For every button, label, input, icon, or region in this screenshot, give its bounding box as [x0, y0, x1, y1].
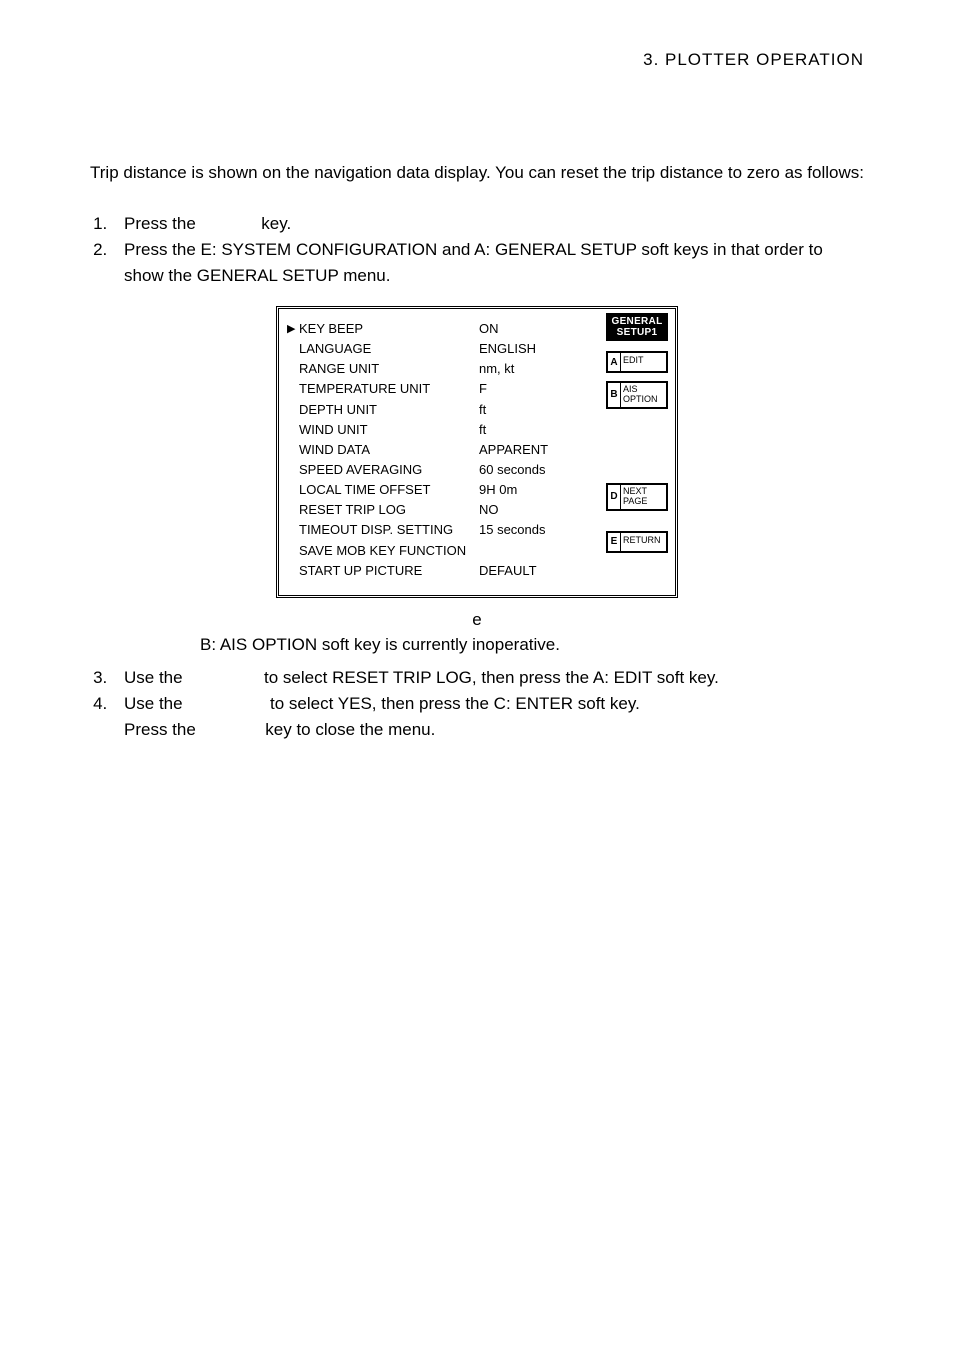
menu-row-label: TEMPERATURE UNIT	[299, 379, 479, 399]
menu-row-value: APPARENT	[479, 440, 548, 460]
steps-list-top: Press the key. Press the E: SYSTEM CONFI…	[90, 211, 864, 289]
menu-row-value: NO	[479, 500, 499, 520]
softkey-a[interactable]: A EDIT	[606, 351, 668, 373]
menu-row-label: SPEED AVERAGING	[299, 460, 479, 480]
menu-row-label: RESET TRIP LOG	[299, 500, 479, 520]
menu-row-label: RANGE UNIT	[299, 359, 479, 379]
step-4: Use the to select YES, then press the C:…	[112, 691, 864, 742]
softkey-d-l1: NEXT	[623, 486, 647, 496]
menu-row-label: SAVE MOB KEY FUNCTION	[299, 541, 479, 561]
softkey-a-text: EDIT	[621, 353, 666, 371]
note-line: B: AIS OPTION soft key is currently inop…	[200, 635, 864, 655]
softkey-e-text: RETURN	[621, 533, 666, 551]
menu-row-value: 9H 0m	[479, 480, 517, 500]
softkey-e[interactable]: E RETURN	[606, 531, 668, 553]
softkey-e-letter: E	[608, 533, 621, 551]
softkey-b-l1: AIS	[623, 384, 638, 394]
softkey-header: GENERAL SETUP1	[606, 313, 668, 341]
step-4-l2-pre: Press the	[124, 720, 201, 739]
menu-row-label: START UP PICTURE	[299, 561, 479, 581]
steps-list-bottom: Use the to select RESET TRIP LOG, then p…	[90, 665, 864, 743]
step-4-pre: Use the	[124, 694, 187, 713]
step-1-post: key.	[257, 214, 292, 233]
menu-row-value: 15 seconds	[479, 520, 546, 540]
step-3: Use the to select RESET TRIP LOG, then p…	[112, 665, 864, 691]
menu-row-value: ft	[479, 420, 486, 440]
step-3-post: to select RESET TRIP LOG, then press the…	[259, 668, 719, 687]
menu-row-label: LOCAL TIME OFFSET	[299, 480, 479, 500]
menu-figure: GENERAL SETUP1 A EDIT B AIS OPTION D NEX…	[276, 306, 678, 630]
menu-row-value: ON	[479, 319, 499, 339]
menu-row-value: F	[479, 379, 487, 399]
softkey-d-text: NEXT PAGE	[621, 485, 666, 509]
menu-row-value: 60 seconds	[479, 460, 546, 480]
softkey-a-letter: A	[608, 353, 621, 371]
menu-row-label: WIND UNIT	[299, 420, 479, 440]
step-1: Press the key.	[112, 211, 864, 237]
step-3-pre: Use the	[124, 668, 187, 687]
step-1-pre: Press the	[124, 214, 201, 233]
step-4-post: to select YES, then press the C: ENTER s…	[265, 694, 639, 713]
menu-row-value: nm, kt	[479, 359, 514, 379]
figure-caption: e	[276, 610, 678, 630]
chapter-header: 3. PLOTTER OPERATION	[90, 50, 864, 70]
softkey-d-l2: PAGE	[623, 496, 647, 506]
softkey-d-letter: D	[608, 485, 621, 509]
step-4-l2-post: key to close the menu.	[261, 720, 436, 739]
menu-row-label: KEY BEEP	[299, 319, 479, 339]
softkey-column: GENERAL SETUP1 A EDIT B AIS OPTION D NEX…	[606, 313, 668, 553]
step-4-line2: Press the key to close the menu.	[124, 717, 864, 743]
softkey-d[interactable]: D NEXT PAGE	[606, 483, 668, 511]
menu-row-label: DEPTH UNIT	[299, 400, 479, 420]
menu-row-label: LANGUAGE	[299, 339, 479, 359]
menu-row: START UP PICTUREDEFAULT	[287, 561, 667, 581]
menu-row-value: ft	[479, 400, 486, 420]
sk-header-l2: SETUP1	[617, 327, 658, 338]
softkey-b-letter: B	[608, 383, 621, 407]
row-selector-arrow: ▶	[287, 321, 299, 338]
sk-header-l1: GENERAL	[612, 316, 663, 327]
general-setup-menu: GENERAL SETUP1 A EDIT B AIS OPTION D NEX…	[276, 306, 678, 598]
softkey-b[interactable]: B AIS OPTION	[606, 381, 668, 409]
softkey-b-l2: OPTION	[623, 394, 658, 404]
intro-paragraph: Trip distance is shown on the navigation…	[90, 160, 864, 186]
menu-row-label: WIND DATA	[299, 440, 479, 460]
menu-row-value: DEFAULT	[479, 561, 537, 581]
menu-row-value: ENGLISH	[479, 339, 536, 359]
step-2: Press the E: SYSTEM CONFIGURATION and A:…	[112, 237, 864, 288]
menu-row-label: TIMEOUT DISP. SETTING	[299, 520, 479, 540]
softkey-b-text: AIS OPTION	[621, 383, 666, 407]
